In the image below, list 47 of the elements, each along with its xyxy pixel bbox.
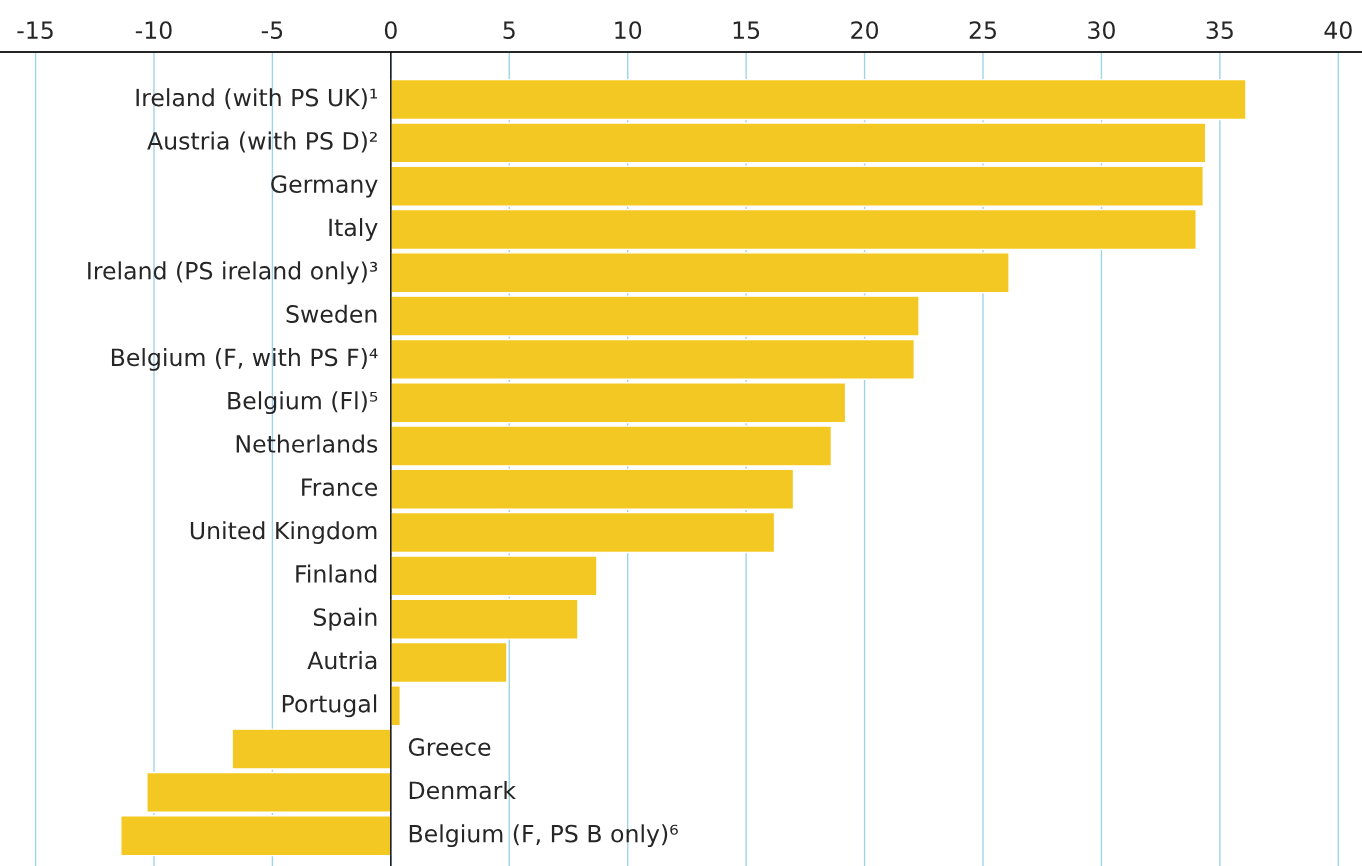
x-tick-label: -5 [261, 21, 283, 40]
y-tick-label: Belgium (F, with PS F)⁴ [111, 347, 378, 371]
bar [120, 815, 392, 857]
y-tick-label: France [302, 478, 378, 497]
bar [390, 208, 1197, 251]
x-tick-label: 20 [851, 21, 879, 40]
bar [231, 728, 392, 770]
bar [390, 165, 1204, 207]
y-tick-label: Denmark [409, 780, 516, 800]
x-tick-label: 10 [615, 21, 642, 40]
bar [390, 555, 598, 597]
y-tick-label: Belgium (F, PS B only)⁶ [409, 824, 678, 848]
y-tick-label: Ireland (with PS UK)¹ [136, 88, 378, 110]
bar [390, 382, 847, 424]
bar [390, 295, 920, 337]
bar [390, 641, 508, 684]
bar [390, 338, 916, 381]
x-tick-label: 25 [969, 21, 996, 40]
bar [390, 511, 776, 554]
y-tick-label: Spain [313, 607, 377, 631]
bar [390, 425, 833, 467]
y-tick-label: Germany [271, 175, 378, 198]
bar [390, 252, 1010, 294]
y-tick-label: Netherlands [236, 434, 378, 453]
x-tick-label: 0 [384, 21, 397, 40]
x-tick-label: 15 [733, 21, 760, 40]
x-tick-label: 5 [503, 21, 515, 40]
x-tick-label: 35 [1206, 21, 1233, 40]
y-tick-label: Austria (with PS D)² [147, 131, 377, 153]
y-tick-label: United Kingdom [190, 521, 377, 545]
y-tick-label: Sweden [286, 304, 377, 323]
x-tick-label: 40 [1324, 21, 1352, 40]
bar [390, 468, 795, 510]
y-tick-label: Autria [307, 651, 377, 670]
x-tick-label: 30 [1088, 21, 1115, 40]
y-tick-label: Finland [296, 564, 377, 583]
bar [390, 122, 1207, 164]
bar [146, 771, 392, 814]
x-tick-label: -10 [135, 21, 172, 40]
y-tick-label: Greece [408, 738, 491, 756]
y-tick-label: Portugal [282, 694, 377, 718]
y-tick-label: Belgium (Fl)⁵ [228, 391, 378, 415]
y-tick-label: Italy [329, 218, 378, 241]
y-tick-label: Ireland (PS ireland only)³ [88, 261, 378, 285]
x-tick-label: -15 [17, 21, 53, 40]
bar [390, 78, 1247, 121]
bar [390, 598, 579, 640]
